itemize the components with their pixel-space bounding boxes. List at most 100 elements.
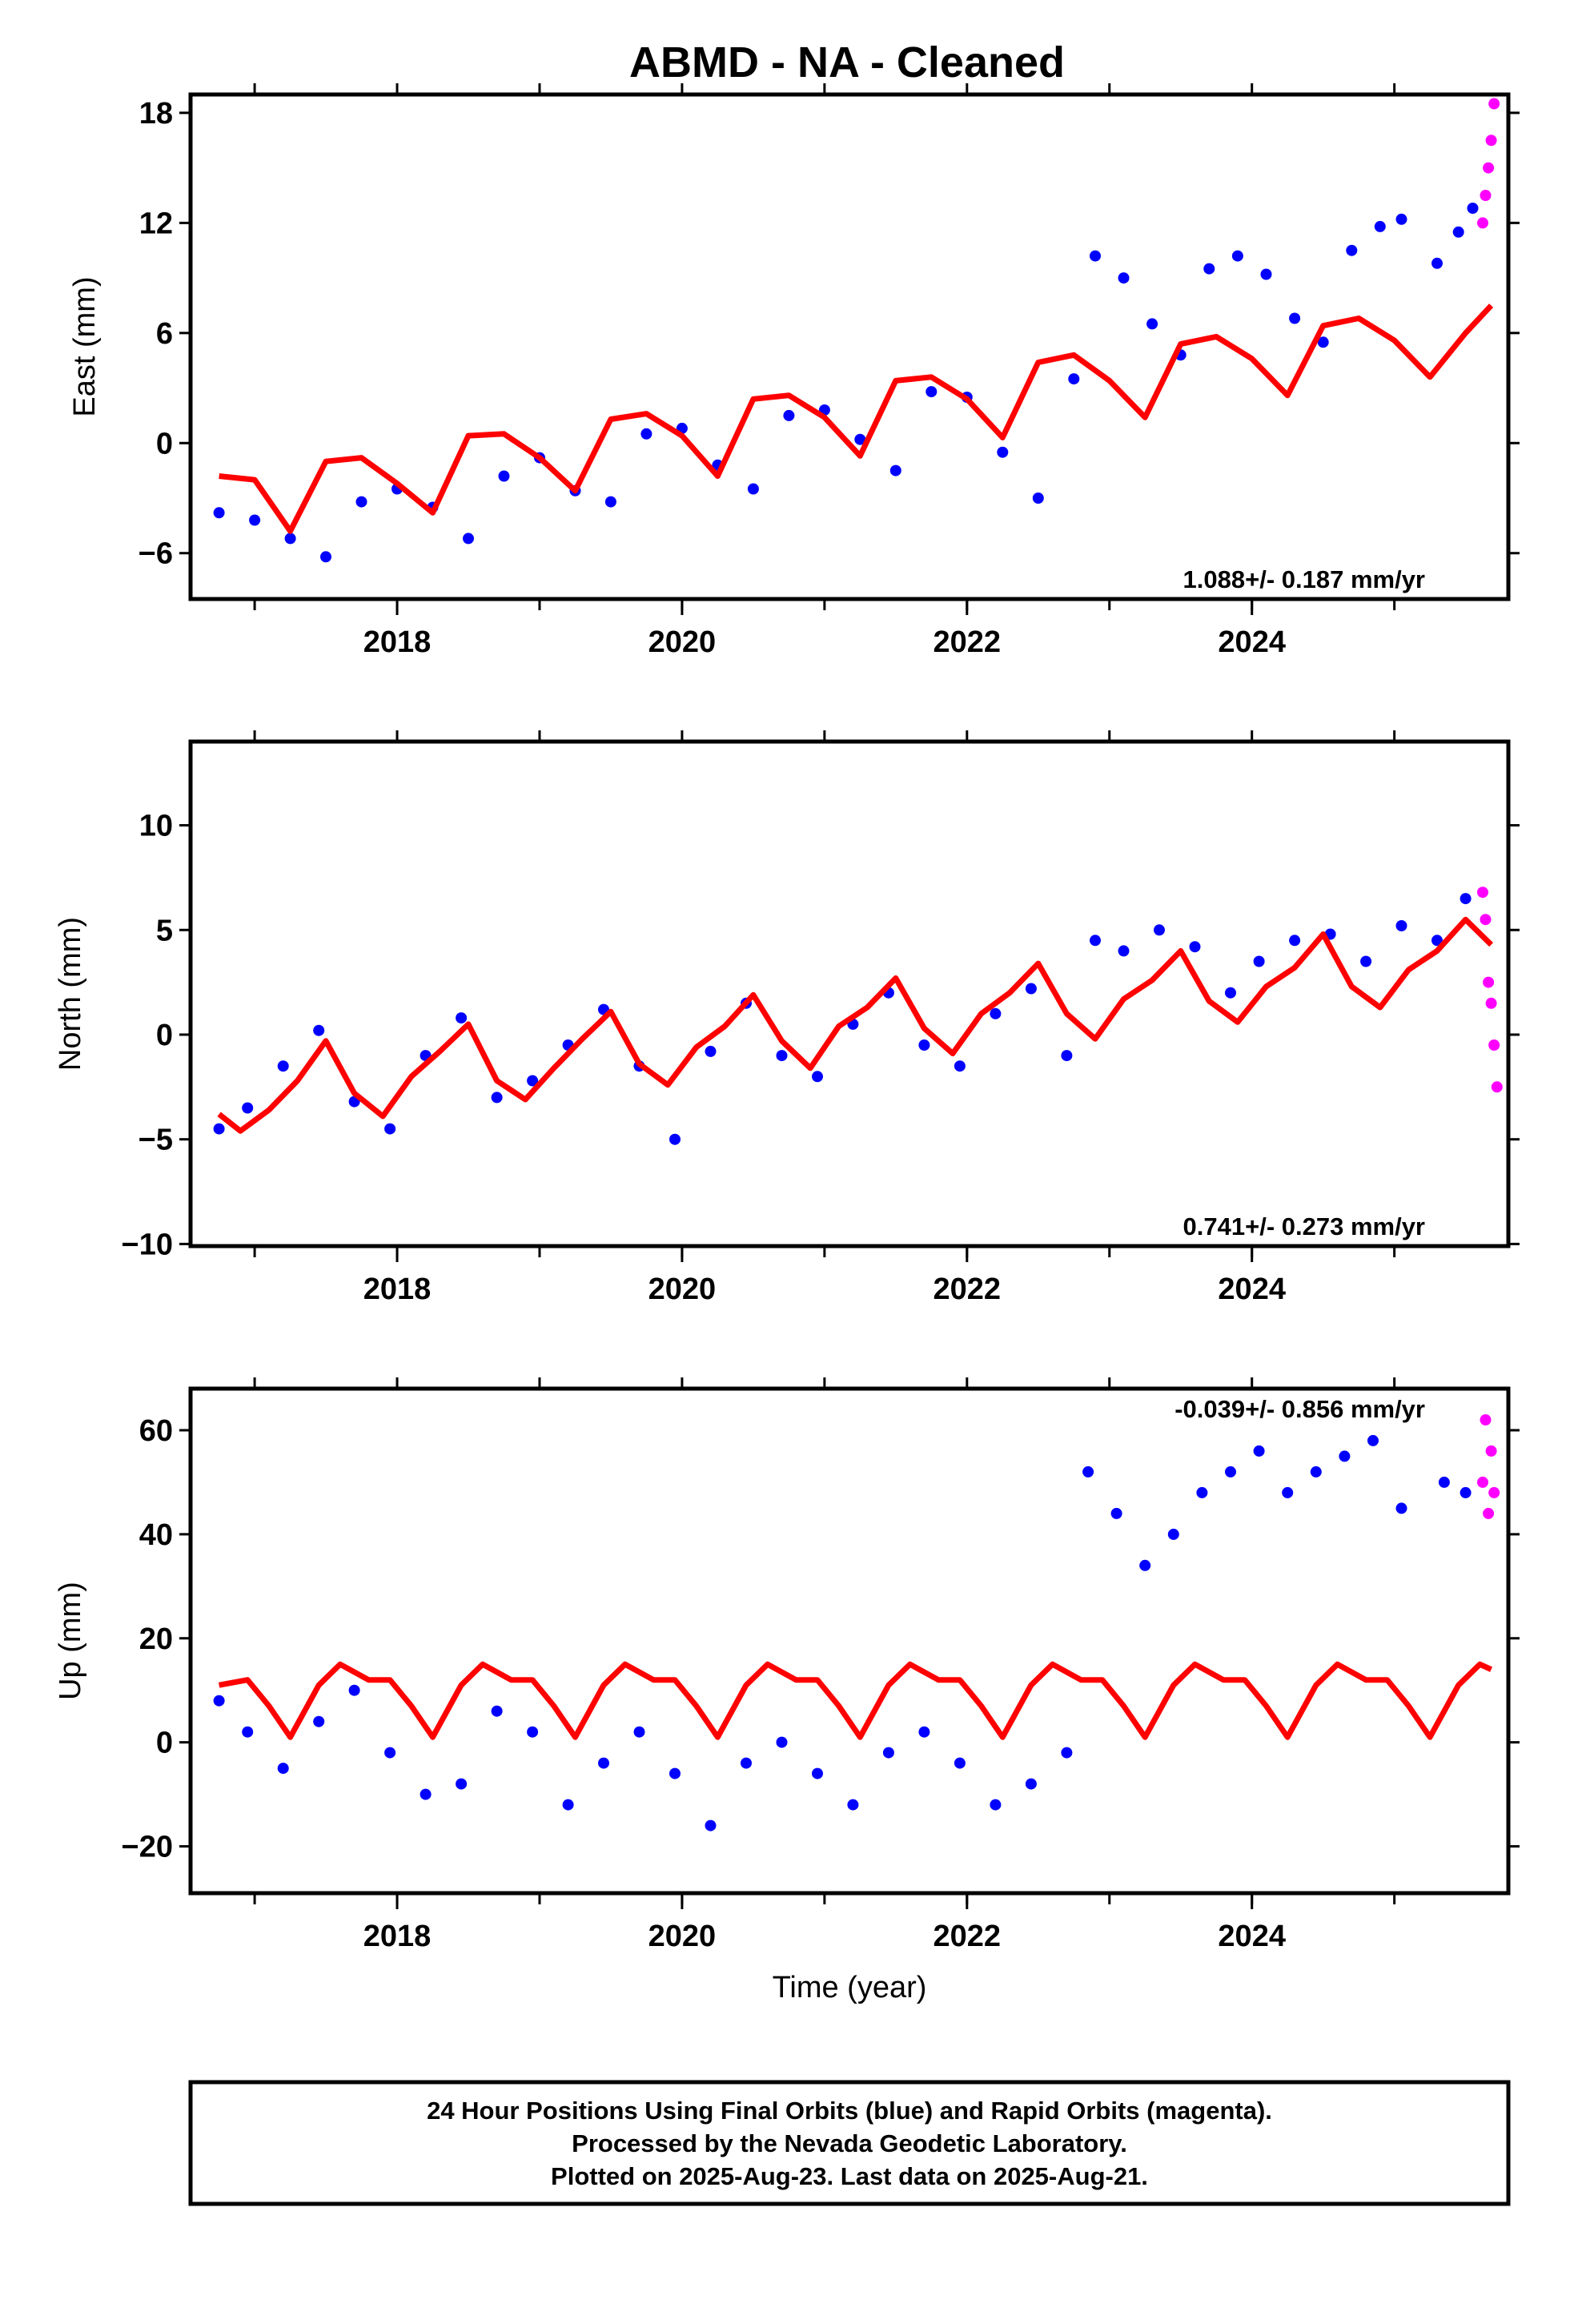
data-point [604,496,616,508]
data-point [1346,244,1358,256]
data-point [313,1024,325,1036]
data-point [491,1092,503,1104]
data-point [889,464,901,476]
plot-frame [188,739,1511,1248]
data-point [990,1799,1002,1811]
y-tick-label: −6 [139,537,173,571]
data-point [242,1726,254,1738]
data-point [633,1726,645,1738]
data-point [1477,1476,1488,1488]
data-point [1431,257,1443,269]
x-tick-label: 2018 [363,625,432,659]
data-point [1452,226,1464,238]
x-tick-label: 2020 [648,1273,717,1306]
data-point [456,1778,468,1790]
data-point [918,1726,930,1738]
data-point [776,1050,788,1062]
model-curve [217,916,1494,1134]
data-point [1146,318,1158,330]
y-axis-label: East (mm) [68,276,102,416]
data-point [1068,373,1080,385]
data-point [1061,1747,1073,1759]
model-curve [219,304,1494,534]
data-point [1110,1507,1122,1519]
data-point [1310,1466,1322,1478]
model-curve [218,1661,1493,1740]
x-tick-label: 2022 [934,1273,1002,1306]
data-point [249,514,261,526]
data-point [284,533,296,545]
y-tick-label: −20 [122,1831,173,1864]
data-point [491,1705,503,1717]
data-point [1167,1528,1179,1540]
chart-title: ABMD - NA - Cleaned [629,38,1065,86]
data-point [1196,1486,1208,1498]
data-point [1289,312,1301,324]
data-point [669,1133,681,1145]
y-tick-label: 6 [156,317,173,351]
data-point [1253,955,1265,967]
data-point [741,1757,752,1769]
data-point [562,1799,574,1811]
x-tick-label: 2018 [363,1920,432,1953]
data-point [1282,1486,1294,1498]
data-point [242,1102,254,1114]
panels: −6 0 6 12 18 2018 2020 2022 2024 East (mm) 1.088+/… [54,83,1520,2004]
data-point [1082,1466,1094,1478]
rate-annotation: 0.741+/- 0.273 mm/yr [1183,1212,1425,1240]
x-axis-label: Time (year) [773,1971,927,2004]
data-point [1483,162,1495,174]
data-point [1431,935,1443,947]
data-point [1477,887,1488,899]
y-tick-label: 10 [139,810,173,843]
data-point [213,507,225,519]
x-tick-label: 2024 [1218,1920,1286,1953]
plot-frame [188,1386,1511,1896]
y-tick-label: 0 [156,427,173,460]
data-point [1289,935,1301,947]
data-point [1154,924,1165,936]
footer-line-3: Plotted on 2025-Aug-23. Last data on 202… [551,2162,1148,2190]
data-point [705,1819,717,1831]
y-tick-label: 0 [156,1727,173,1760]
data-point [1483,976,1495,988]
data-point [277,1060,289,1072]
data-point [640,428,652,440]
data-point [1032,493,1044,504]
data-point [1090,935,1101,947]
data-point [527,1726,539,1738]
data-point [918,1039,930,1051]
data-point [1485,997,1497,1009]
data-point [1231,250,1243,262]
data-point [954,1060,966,1072]
y-tick-label: 20 [139,1622,173,1656]
data-point [997,446,1009,458]
data-point [320,551,331,563]
data-point [1203,263,1215,275]
data-point [1139,1559,1151,1571]
data-point [355,496,367,508]
data-point [348,1684,360,1696]
data-point [1488,98,1500,110]
y-axis-label: Up (mm) [54,1582,87,1700]
data-point [1480,1414,1492,1425]
series-2 [1477,887,1503,1093]
data-point [1339,1450,1351,1462]
panel-1: −6 0 6 12 18 2018 2020 2022 2024 East (mm) 1.088+/… [68,83,1520,659]
y-tick-label: 12 [139,207,173,240]
data-point [1438,1476,1450,1488]
rate-annotation: 1.088+/- 0.187 mm/yr [1183,565,1425,593]
series-1 [213,203,1479,563]
data-point [783,409,795,421]
x-tick-label: 2022 [934,625,1002,659]
data-point [1118,272,1130,284]
data-point [990,1007,1002,1019]
data-point [882,1747,894,1759]
series-2 [1477,1414,1500,1519]
data-point [954,1757,966,1769]
data-point [1483,1507,1495,1519]
data-point [1488,1486,1500,1498]
data-point [1367,1434,1379,1446]
y-tick-label: 60 [139,1414,173,1448]
data-point [1460,1486,1472,1498]
